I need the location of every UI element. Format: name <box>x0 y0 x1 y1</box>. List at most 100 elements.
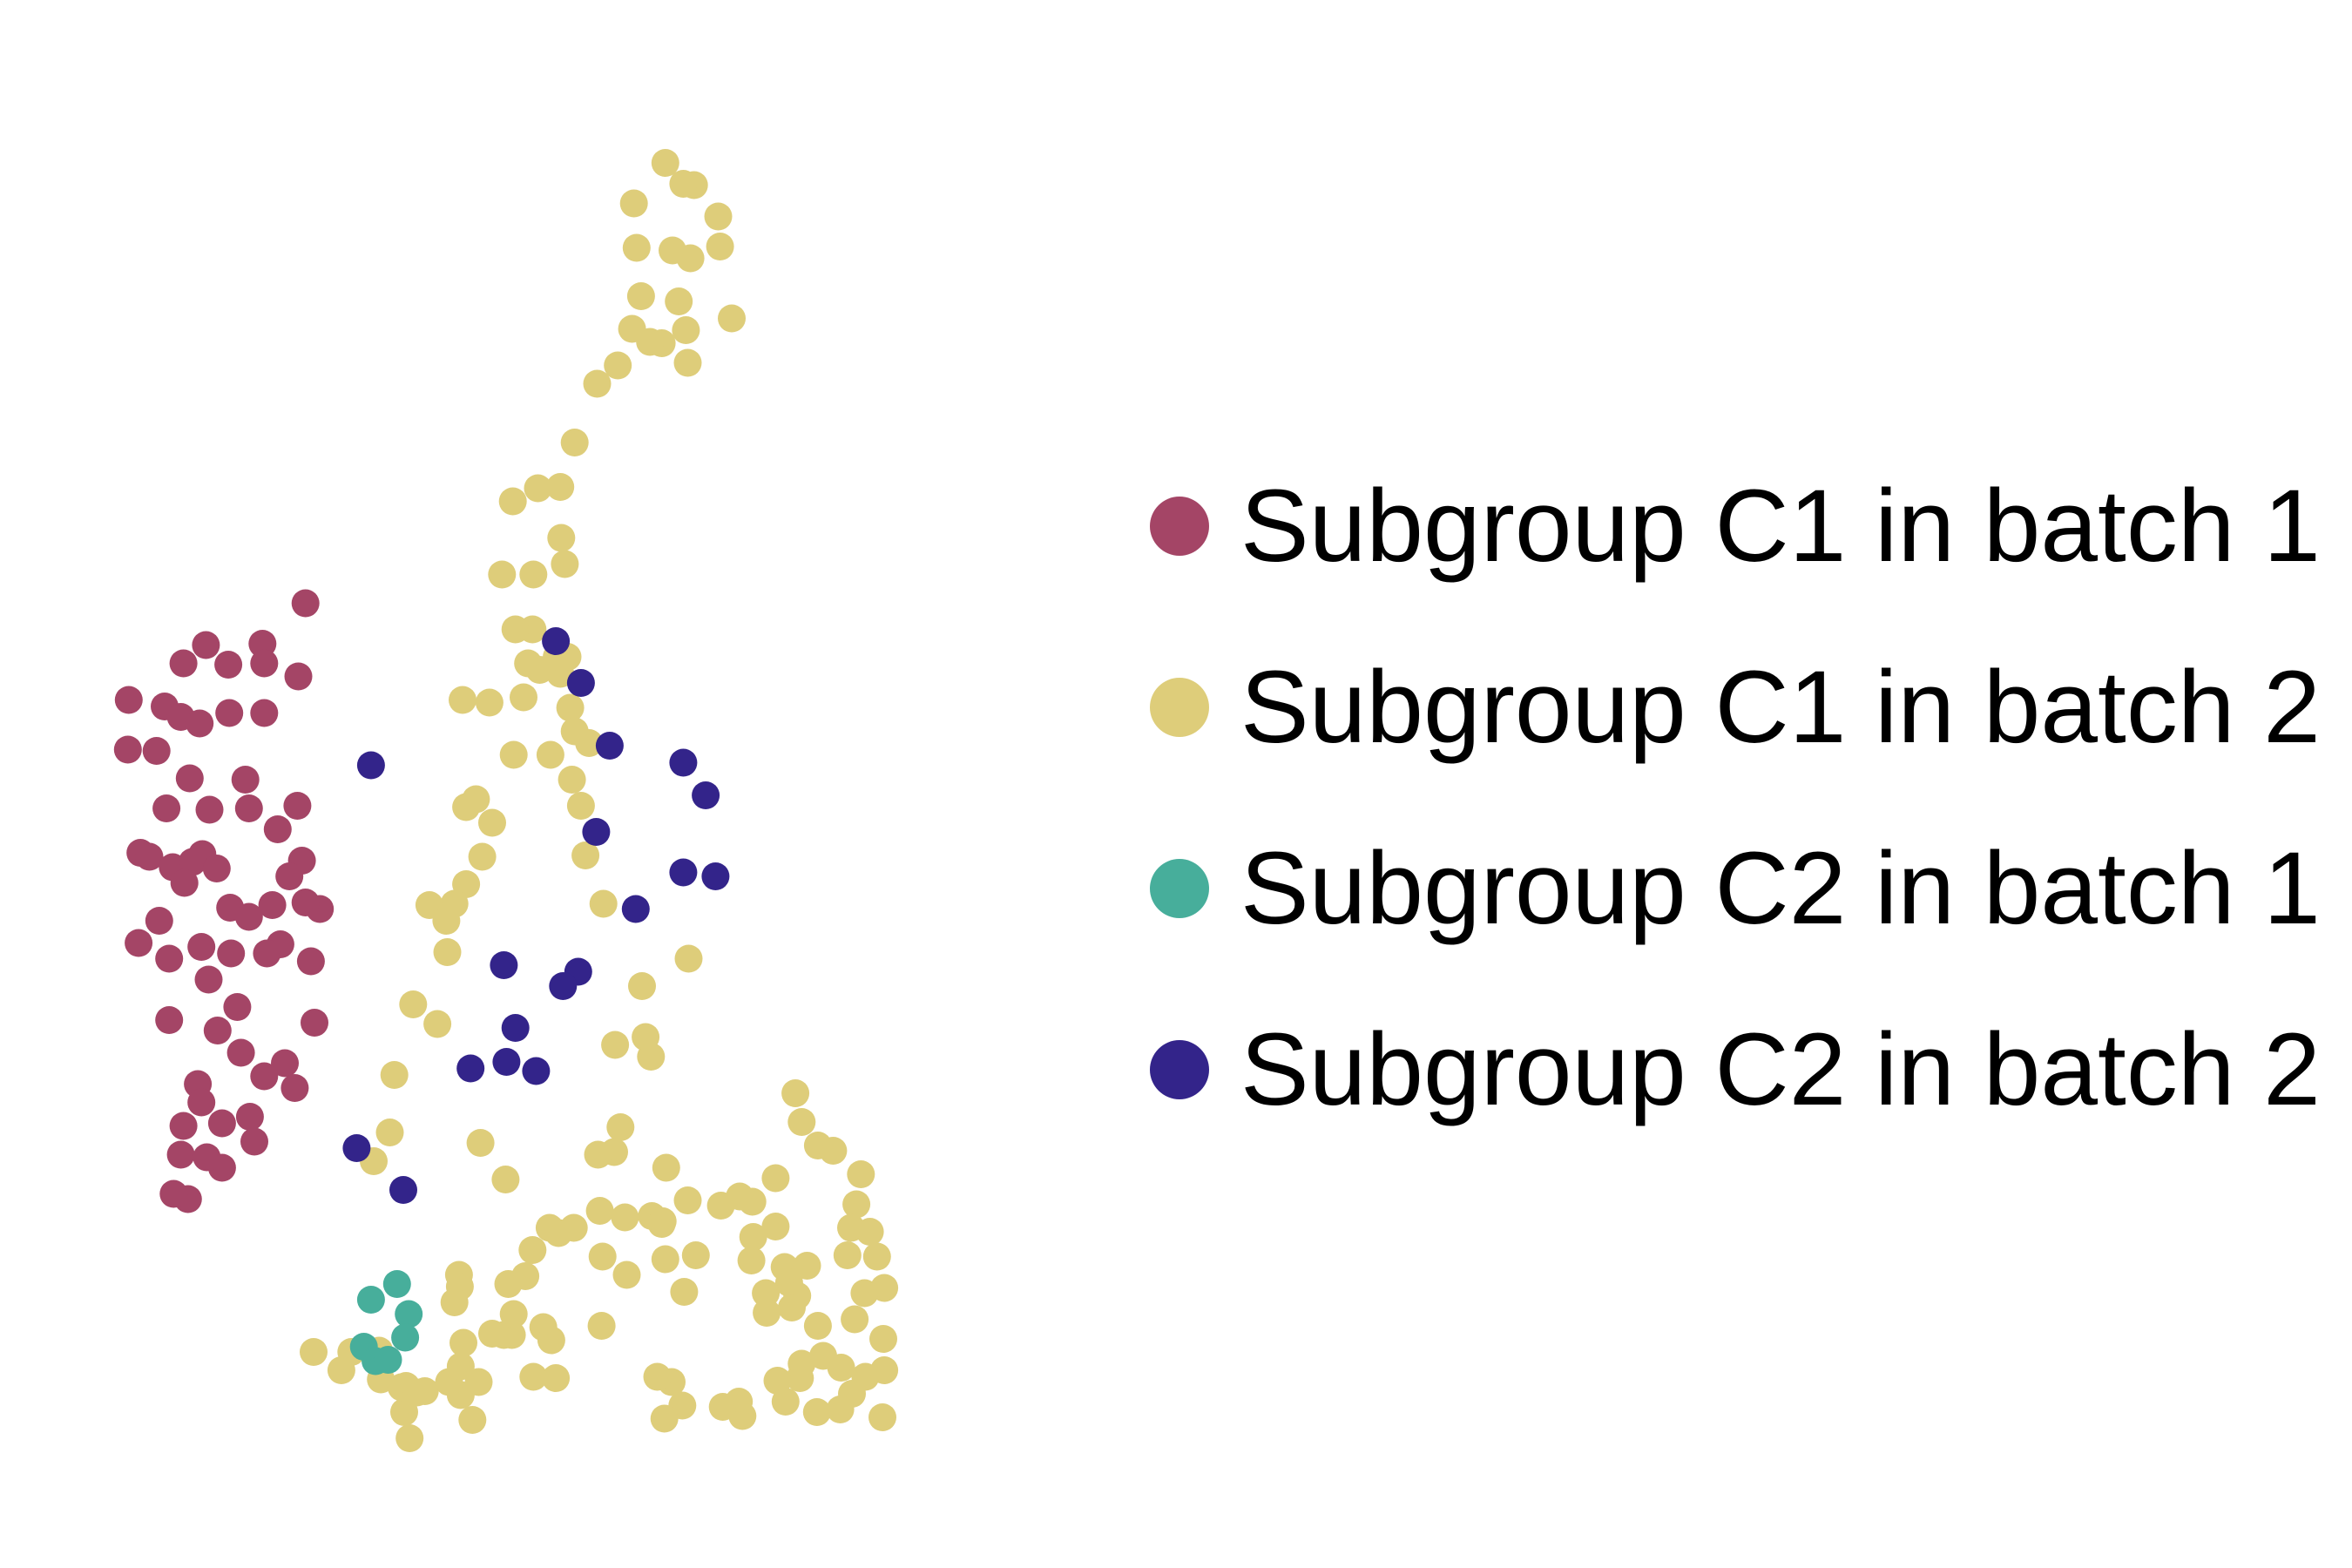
legend-label: Subgroup C2 in batch 2 <box>1240 1012 2321 1127</box>
data-point <box>583 369 612 398</box>
data-point <box>739 1223 767 1251</box>
data-point <box>187 1088 216 1117</box>
data-point <box>522 1057 551 1085</box>
data-point <box>135 842 164 871</box>
data-point <box>621 895 650 923</box>
data-point <box>194 965 223 994</box>
data-point <box>571 841 600 869</box>
data-point <box>771 1388 800 1416</box>
legend-label: Subgroup C1 in batch 2 <box>1240 650 2321 765</box>
data-point <box>588 1242 617 1271</box>
legend-swatch <box>1150 678 1209 737</box>
data-point <box>535 1213 564 1242</box>
data-point <box>301 1009 328 1037</box>
data-point <box>611 1203 639 1232</box>
data-point <box>537 1326 565 1355</box>
data-point <box>519 560 548 589</box>
series-1 <box>113 589 335 1213</box>
data-point <box>342 1134 371 1162</box>
data-point <box>456 1054 485 1083</box>
data-point <box>589 889 618 918</box>
data-point <box>566 669 595 697</box>
legend-swatch <box>1150 859 1209 918</box>
data-point <box>169 649 198 678</box>
data-point <box>595 732 624 760</box>
data-point <box>558 766 586 794</box>
data-point <box>462 785 490 814</box>
data-point <box>519 1362 548 1391</box>
data-point <box>606 1113 635 1141</box>
data-point <box>446 1352 475 1381</box>
data-point <box>155 1006 184 1034</box>
data-point <box>152 794 181 822</box>
data-point <box>648 1207 677 1235</box>
data-point <box>718 304 746 333</box>
data-point <box>300 1338 328 1366</box>
data-point <box>280 1074 309 1102</box>
data-point <box>382 1270 411 1298</box>
data-point <box>125 929 153 957</box>
data-point <box>468 842 497 871</box>
data-point <box>761 1164 790 1193</box>
data-point <box>604 351 632 380</box>
data-point <box>669 170 698 198</box>
data-point <box>423 1010 452 1038</box>
data-point <box>113 735 142 764</box>
data-point <box>869 1325 897 1353</box>
data-point <box>802 1398 831 1426</box>
data-point <box>862 1242 891 1271</box>
data-point <box>389 1176 417 1204</box>
data-point <box>374 1346 402 1374</box>
data-point <box>676 244 705 273</box>
data-point <box>547 524 576 552</box>
data-point <box>651 149 679 177</box>
data-point <box>601 1031 630 1059</box>
data-point <box>263 815 292 843</box>
data-point <box>738 1187 767 1216</box>
data-point <box>524 474 552 503</box>
series-2 <box>300 149 899 1452</box>
data-point <box>850 1279 879 1308</box>
data-point <box>490 951 518 979</box>
data-point <box>566 792 595 820</box>
data-point <box>842 1190 871 1219</box>
data-point <box>234 902 263 931</box>
data-point <box>672 316 700 344</box>
data-point <box>499 740 528 769</box>
data-point <box>781 1079 810 1107</box>
data-point <box>665 287 693 315</box>
data-point <box>223 993 252 1021</box>
data-point <box>582 818 611 846</box>
data-point <box>240 1127 268 1156</box>
data-point <box>786 1364 814 1392</box>
data-point <box>499 1300 528 1328</box>
data-point <box>291 889 320 916</box>
data-point <box>847 1160 875 1188</box>
data-point <box>584 1140 612 1169</box>
data-point <box>195 795 224 824</box>
legend-label: Subgroup C2 in batch 1 <box>1240 831 2321 946</box>
data-point <box>708 1393 737 1421</box>
data-point <box>585 1197 614 1225</box>
data-point <box>432 907 461 935</box>
data-point <box>761 1213 790 1240</box>
legend-item-c2-batch-1: Subgroup C2 in batch 1 <box>1150 798 2321 979</box>
data-point <box>296 947 325 976</box>
data-point <box>145 907 173 935</box>
data-point <box>819 1137 848 1165</box>
data-point <box>155 944 184 973</box>
data-point <box>560 429 589 456</box>
data-point <box>250 699 279 727</box>
data-point <box>488 560 517 589</box>
data-point <box>491 1166 520 1193</box>
data-point <box>737 1247 766 1274</box>
data-point <box>622 233 651 262</box>
data-point <box>556 693 585 722</box>
data-point <box>395 1300 423 1328</box>
data-point <box>501 615 530 644</box>
data-point <box>356 1286 385 1314</box>
data-point <box>643 1362 672 1391</box>
data-point <box>399 990 428 1018</box>
data-point <box>170 868 199 897</box>
data-point <box>753 1299 781 1327</box>
